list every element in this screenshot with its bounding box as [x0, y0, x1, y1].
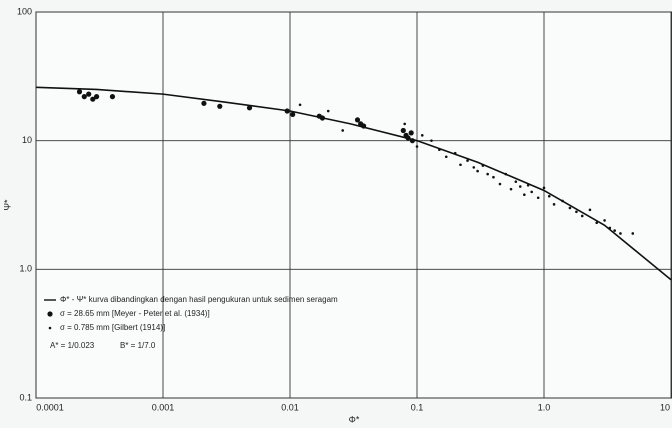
point — [217, 104, 222, 109]
point — [82, 94, 87, 99]
point — [454, 152, 457, 155]
point — [504, 173, 507, 176]
point — [510, 188, 513, 191]
x-tick-label: 0.0001 — [36, 402, 64, 412]
point — [341, 129, 344, 132]
point — [459, 163, 462, 166]
x-axis-label: Φ* — [349, 414, 360, 424]
point — [499, 183, 502, 186]
point — [613, 229, 616, 232]
point — [466, 159, 469, 162]
y-tick-label: 10 — [22, 135, 32, 145]
point — [201, 101, 206, 106]
legend-swatch — [49, 327, 52, 330]
x-tick-label: 0.1 — [411, 402, 424, 412]
point — [553, 203, 556, 206]
point — [410, 138, 415, 143]
point — [482, 164, 485, 167]
legend-swatch — [47, 311, 52, 316]
point — [445, 155, 448, 158]
point — [548, 195, 551, 198]
point — [527, 184, 530, 187]
point — [619, 232, 622, 235]
y-tick-label: 1.0 — [19, 264, 32, 274]
point — [595, 221, 598, 224]
point — [472, 166, 475, 169]
point — [290, 112, 295, 117]
point — [575, 210, 578, 213]
y-tick-label: 100 — [17, 6, 32, 16]
point — [581, 215, 584, 218]
legend-label: σ = 0.785 mm [Gilbert (1914)] — [60, 323, 165, 332]
point — [537, 196, 540, 199]
point — [515, 180, 518, 183]
x-tick-label: 10 — [660, 402, 670, 412]
point — [94, 94, 99, 99]
point — [320, 115, 325, 120]
point — [609, 227, 612, 230]
y-tick-label: 0.1 — [19, 392, 32, 402]
point — [486, 173, 489, 176]
point — [247, 105, 252, 110]
point — [631, 232, 634, 235]
point — [401, 128, 406, 133]
point — [561, 200, 564, 203]
point — [409, 130, 414, 135]
point — [416, 145, 419, 148]
point — [438, 148, 441, 151]
point — [299, 104, 302, 107]
legend-label: Φ* - Ψ* kurva dibandingkan dengan hasil … — [60, 295, 338, 304]
annotation: A* = 1/0.023 — [50, 341, 95, 350]
x-tick-label: 1.0 — [538, 402, 551, 412]
point — [569, 207, 572, 210]
point — [476, 170, 479, 173]
point — [86, 92, 91, 97]
legend-label: σ = 28.65 mm [Meyer - Peter et al. (1934… — [60, 309, 210, 318]
point — [405, 135, 410, 140]
point — [285, 108, 290, 113]
point — [519, 185, 522, 188]
y-axis-label: Ψ* — [2, 199, 12, 211]
point — [77, 89, 82, 94]
point — [530, 191, 533, 194]
point — [403, 123, 406, 126]
point — [421, 134, 424, 137]
point — [110, 94, 115, 99]
point — [492, 176, 495, 179]
annotation: B* = 1/7.0 — [120, 341, 156, 350]
x-tick-label: 0.001 — [152, 402, 175, 412]
point — [523, 193, 526, 196]
point — [327, 110, 330, 113]
point — [430, 139, 433, 142]
point — [589, 209, 592, 212]
point — [603, 219, 606, 222]
point — [361, 123, 366, 128]
point — [543, 187, 546, 190]
x-tick-label: 0.01 — [281, 402, 299, 412]
chart: Ψ* Φ* 0.0001 0.001 0.01 0.1 1.0 10 0.1 1.0 10 100… — [0, 0, 672, 428]
